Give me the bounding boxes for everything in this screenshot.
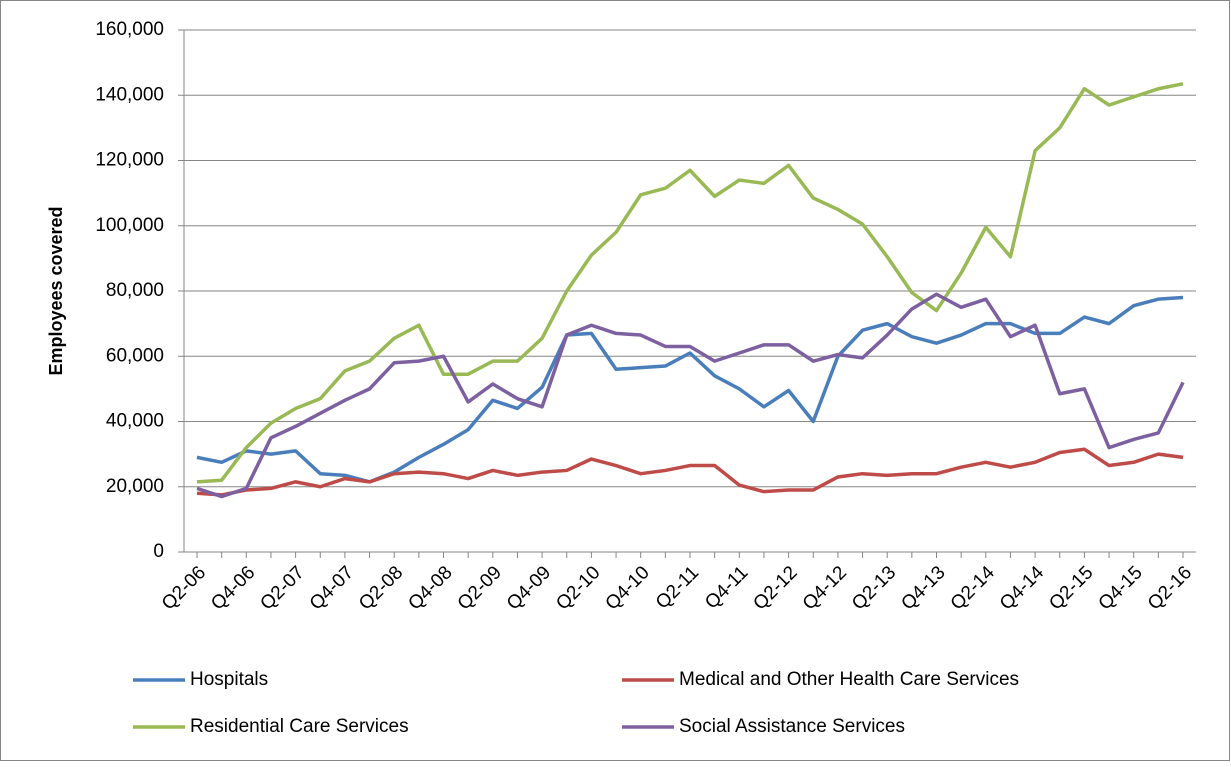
series-line [196, 447, 1184, 497]
legend-label: Medical and Other Health Care Services [679, 669, 1019, 690]
y-tick-label: 140,000 [95, 84, 164, 105]
series-line [196, 292, 1185, 499]
y-tick-label: 60,000 [106, 345, 164, 366]
legend-label: Residential Care Services [190, 716, 409, 737]
y-tick-label: 120,000 [95, 150, 164, 171]
legend-label: Hospitals [190, 669, 268, 690]
legend-label: Social Assistance Services [679, 716, 905, 737]
y-tick-label: 0 [153, 541, 164, 562]
series-line [196, 82, 1184, 484]
y-tick-label: 80,000 [106, 280, 164, 301]
y-tick-label: 20,000 [106, 476, 164, 497]
y-tick-label: 100,000 [95, 215, 164, 236]
y-tick-label: 40,000 [106, 411, 164, 432]
y-axis-label: Employees covered [46, 206, 66, 375]
y-tick-label: 160,000 [95, 19, 164, 40]
